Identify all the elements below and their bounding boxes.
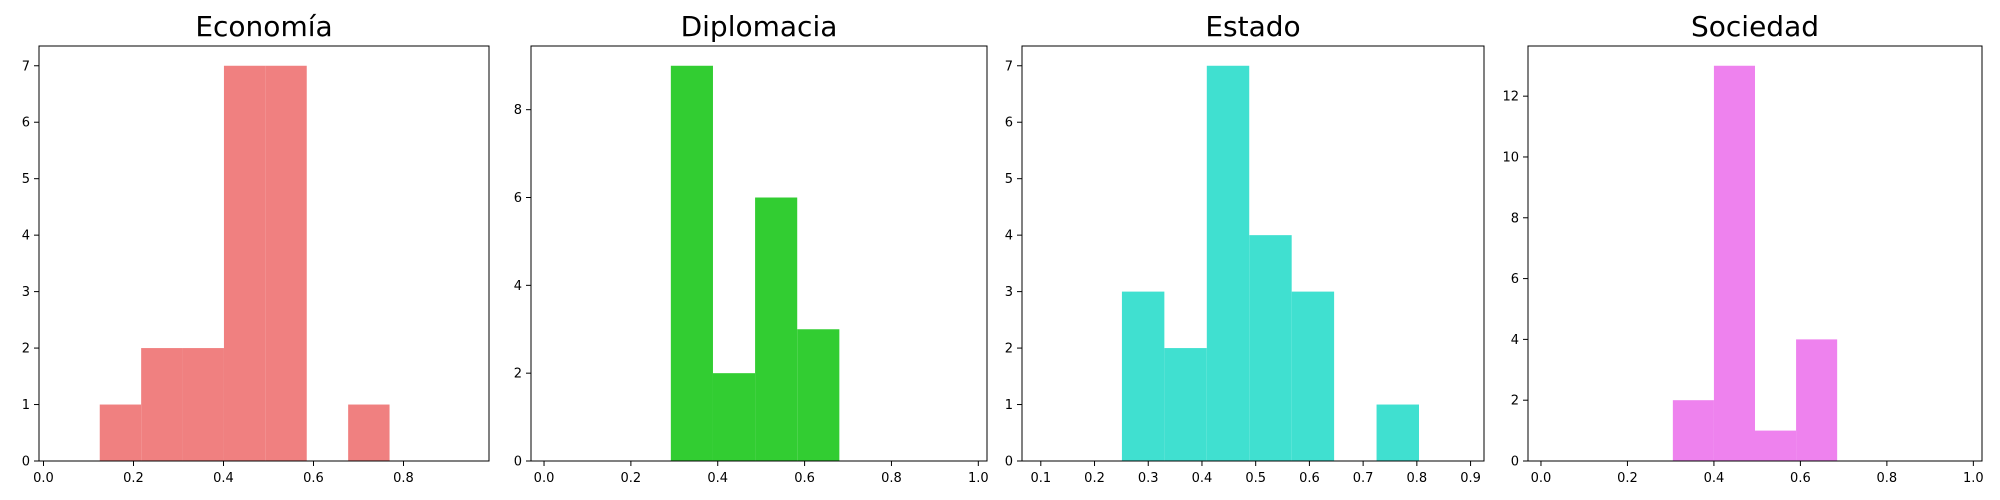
- y-tick-label: 4: [514, 279, 522, 294]
- chart-title: Diplomacia: [681, 10, 838, 43]
- x-tick-label: 0.0: [534, 471, 555, 486]
- chart-title: Sociedad: [1691, 10, 1819, 43]
- y-tick-label: 7: [1005, 59, 1013, 74]
- x-tick-label: 0.2: [621, 471, 642, 486]
- x-tick-label: 0.8: [881, 471, 902, 486]
- y-tick-label: 10: [1502, 150, 1519, 165]
- x-tick-label: 1.0: [1963, 471, 1984, 486]
- y-tick-label: 2: [1005, 342, 1013, 357]
- chart-panel-1: 0.0 0.2 0.4 0.6 0.8 0 1 2 3 4 5 6 7 Economía: [22, 10, 490, 486]
- x-tick-label: 1.0: [968, 471, 989, 486]
- x-tick-label: 0.5: [1245, 471, 1266, 486]
- y-tick-label: 5: [1005, 172, 1013, 187]
- y-tick-label: 1: [1005, 398, 1013, 413]
- histogram-bar: [1249, 235, 1292, 461]
- histogram-bar: [712, 373, 756, 461]
- x-tick-label: 0.2: [123, 471, 144, 486]
- y-tick-label: 4: [1005, 229, 1013, 244]
- x-tick-label: 0.0: [1531, 471, 1552, 486]
- y-tick-label: 6: [1511, 272, 1519, 287]
- y-tick-label: 2: [22, 342, 30, 357]
- y-tick-label: 6: [22, 116, 30, 131]
- histogram-bar: [1291, 291, 1335, 461]
- histogram-bar: [141, 348, 183, 461]
- chart-panel-4: 0.0 0.2 0.4 0.6 0.8 1.0 0 2 4 6 8 10 12 Sociedad: [1502, 10, 1983, 486]
- y-tick-label: 8: [514, 103, 522, 118]
- histogram-bar: [1206, 65, 1250, 461]
- histogram-bar: [797, 329, 840, 461]
- x-tick-label: 0.1: [1030, 471, 1051, 486]
- axes-frame: [1021, 45, 1485, 462]
- x-tick-label: 0.2: [1084, 471, 1105, 486]
- y-tick-label: 5: [22, 172, 30, 187]
- y-tick-label: 0: [514, 455, 522, 470]
- histogram-bar: [1376, 404, 1419, 461]
- x-tick-label: 0.4: [707, 471, 728, 486]
- y-tick-label: 2: [1511, 394, 1519, 409]
- x-tick-label: 0.6: [794, 471, 815, 486]
- histogram-bar: [265, 65, 307, 461]
- x-tick-label: 0.4: [1192, 471, 1213, 486]
- axes-frame: [38, 45, 490, 462]
- axes-frame: [530, 45, 988, 462]
- histogram-bar: [1713, 65, 1755, 461]
- y-tick-label: 3: [1005, 285, 1013, 300]
- x-tick-label: 0.8: [1877, 471, 1898, 486]
- y-tick-label: 0: [22, 455, 30, 470]
- histogram-bar: [1755, 430, 1797, 461]
- y-tick-label: 0: [1005, 455, 1013, 470]
- histogram-bar: [99, 404, 142, 461]
- y-tick-label: 7: [22, 59, 30, 74]
- chart-title: Economía: [195, 10, 332, 43]
- histogram-bar: [348, 404, 390, 461]
- x-tick-label: 0.8: [1407, 471, 1428, 486]
- x-tick-label: 0.6: [1790, 471, 1811, 486]
- chart-title: Estado: [1205, 10, 1300, 43]
- histogram-bar: [223, 65, 266, 461]
- y-tick-label: 2: [514, 367, 522, 382]
- axes-frame: [1527, 45, 1983, 462]
- y-tick-label: 1: [22, 398, 30, 413]
- x-tick-label: 0.2: [1617, 471, 1638, 486]
- x-tick-label: 0.9: [1460, 471, 1481, 486]
- histogram-bar: [755, 197, 798, 461]
- y-tick-label: 8: [1511, 211, 1519, 226]
- y-tick-label: 3: [22, 285, 30, 300]
- x-tick-label: 0.4: [1704, 471, 1725, 486]
- chart-panel-3: 0.1 0.2 0.3 0.4 0.5 0.6 0.7 0.8 0.9 0 1 2 3 4 5 6 7 Estad…: [1005, 10, 1485, 486]
- histogram-bar: [1121, 291, 1165, 461]
- histogram-bar: [1164, 348, 1207, 461]
- x-tick-label: 0.0: [33, 471, 54, 486]
- x-tick-label: 0.6: [303, 471, 324, 486]
- histogram-bar: [670, 65, 713, 461]
- x-tick-label: 0.4: [213, 471, 234, 486]
- y-tick-label: 12: [1502, 90, 1519, 105]
- x-tick-label: 0.8: [393, 471, 414, 486]
- y-tick-label: 0: [1511, 455, 1519, 470]
- chart-panel-2: 0.0 0.2 0.4 0.6 0.8 1.0 0 2 4 6 8 Diplomacia: [514, 10, 989, 486]
- histogram-bar: [1796, 339, 1838, 461]
- histogram-bar: [1672, 400, 1714, 461]
- y-tick-label: 4: [1511, 333, 1519, 348]
- x-tick-label: 0.6: [1299, 471, 1320, 486]
- y-tick-label: 6: [1005, 116, 1013, 131]
- x-tick-label: 0.3: [1138, 471, 1159, 486]
- y-tick-label: 6: [514, 191, 522, 206]
- x-tick-label: 0.7: [1353, 471, 1374, 486]
- histogram-bar: [182, 348, 224, 461]
- y-tick-label: 4: [22, 229, 30, 244]
